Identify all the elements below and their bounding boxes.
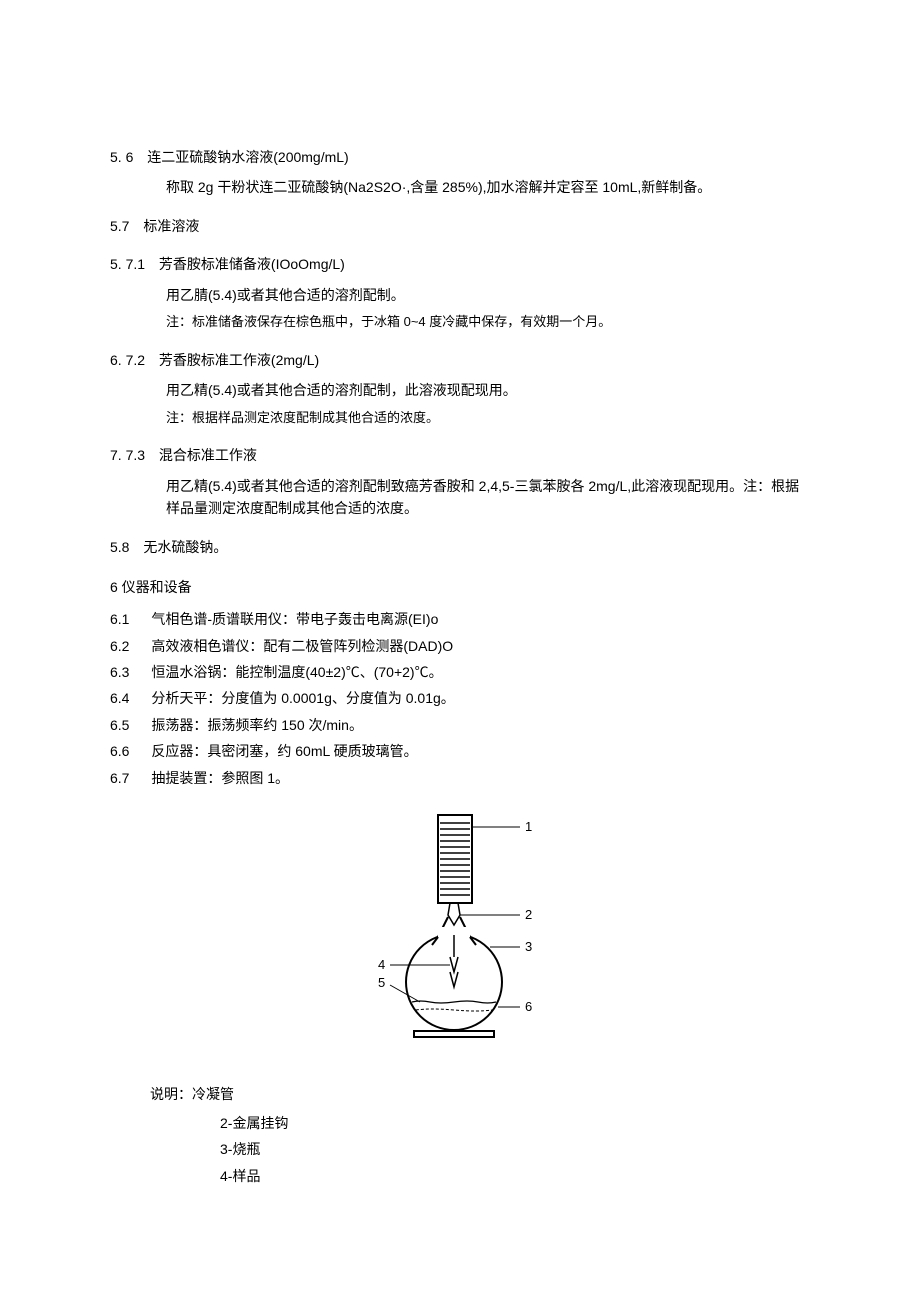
- section-5-7-2: 6. 7.2 芳香胺标准工作液(2mg/L): [110, 349, 810, 371]
- section-5-7: 5.7 标准溶液: [110, 215, 810, 237]
- equipment-item: 6.2 高效液相色谱仪：配有二极管阵列检测器(DAD)O: [110, 635, 810, 657]
- explanation-item: 3-烧瓶: [220, 1138, 810, 1160]
- note-text: 注：标准储备液保存在棕色瓶中，于冰箱 0~4 度冷藏中保存，有效期一个月。: [166, 312, 810, 333]
- equipment-number: 6.1: [110, 611, 129, 627]
- equipment-number: 6.5: [110, 717, 129, 733]
- equipment-item: 6.5 振荡器：振荡频率约 150 次/min。: [110, 714, 810, 736]
- section-number: 6. 7.2: [110, 352, 145, 368]
- equipment-number: 6.2: [110, 638, 129, 654]
- section-title: 芳香胺标准储备液(IOoOmg/L): [159, 256, 345, 272]
- section-title: 标准溶液: [143, 218, 199, 234]
- section-title: 混合标准工作液: [159, 447, 257, 463]
- equipment-item: 6.1 气相色谱-质谱联用仪：带电子轰击电离源(EI)o: [110, 608, 810, 630]
- equipment-item: 6.6 反应器：具密闭塞，约 60mL 硬质玻璃管。: [110, 740, 810, 762]
- section-title: 连二亚硫酸钠水溶液(200mg/mL): [147, 149, 348, 165]
- equipment-number: 6.6: [110, 743, 129, 759]
- diagram-label-1: 1: [525, 819, 532, 834]
- diagram-label-3: 3: [525, 939, 532, 954]
- section-number: 5.8: [110, 539, 129, 555]
- section-title: 无水硫酸钠。: [143, 539, 227, 555]
- equipment-text: 恒温水浴锅：能控制温度(40±2)℃、(70+2)℃。: [151, 664, 442, 680]
- diagram-label-4: 4: [378, 957, 385, 972]
- diagram-label-2: 2: [525, 907, 532, 922]
- equipment-text: 振荡器：振荡频率约 150 次/min。: [151, 717, 363, 733]
- equipment-number: 6.4: [110, 690, 129, 706]
- section-number: 5. 7.1: [110, 256, 145, 272]
- section-5-8: 5.8 无水硫酸钠。: [110, 536, 810, 558]
- equipment-text: 气相色谱-质谱联用仪：带电子轰击电离源(EI)o: [151, 611, 438, 627]
- section-title: 芳香胺标准工作液(2mg/L): [159, 352, 319, 368]
- explanation-heading: 说明：冷凝管: [150, 1083, 810, 1105]
- equipment-item: 6.3 恒温水浴锅：能控制温度(40±2)℃、(70+2)℃。: [110, 661, 810, 683]
- paragraph: 用乙精(5.4)或者其他合适的溶剂配制致癌芳香胺和 2,4,5-三氯苯胺各 2m…: [166, 475, 810, 520]
- diagram-label-6: 6: [525, 999, 532, 1014]
- equipment-text: 抽提装置：参照图 1。: [151, 770, 289, 786]
- explanation-item: 4-样品: [220, 1165, 810, 1187]
- equipment-item: 6.7 抽提装置：参照图 1。: [110, 767, 810, 789]
- paragraph: 用乙精(5.4)或者其他合适的溶剂配制，此溶液现配现用。: [166, 379, 810, 401]
- section-number: 5.7: [110, 218, 129, 234]
- paragraph: 称取 2g 干粉状连二亚硫酸钠(Na2S2O·,含量 285%),加水溶解并定容…: [166, 176, 810, 198]
- equipment-number: 6.7: [110, 770, 129, 786]
- apparatus-svg: 1 2 3 4 5 6: [360, 807, 560, 1067]
- document-page: 5. 6 连二亚硫酸钠水溶液(200mg/mL) 称取 2g 干粉状连二亚硫酸钠…: [0, 0, 920, 1301]
- section-5-7-1: 5. 7.1 芳香胺标准储备液(IOoOmg/L): [110, 253, 810, 275]
- equipment-text: 分析天平：分度值为 0.0001g、分度值为 0.01g。: [151, 690, 454, 706]
- note-text: 注：根据样品测定浓度配制成其他合适的浓度。: [166, 408, 810, 429]
- equipment-text: 高效液相色谱仪：配有二极管阵列检测器(DAD)O: [151, 638, 453, 654]
- diagram-label-5: 5: [378, 975, 385, 990]
- section-5-7-3: 7. 7.3 混合标准工作液: [110, 444, 810, 466]
- paragraph: 用乙腈(5.4)或者其他合适的溶剂配制。: [166, 284, 810, 306]
- equipment-item: 6.4 分析天平：分度值为 0.0001g、分度值为 0.01g。: [110, 687, 810, 709]
- section-6-heading: 6 仪器和设备: [110, 576, 810, 598]
- section-number: 5. 6: [110, 149, 133, 165]
- section-number: 7. 7.3: [110, 447, 145, 463]
- equipment-text: 反应器：具密闭塞，约 60mL 硬质玻璃管。: [151, 743, 417, 759]
- explanation-item: 2-金属挂钩: [220, 1112, 810, 1134]
- apparatus-diagram: 1 2 3 4 5 6: [110, 807, 810, 1073]
- section-5-6: 5. 6 连二亚硫酸钠水溶液(200mg/mL): [110, 146, 810, 168]
- equipment-number: 6.3: [110, 664, 129, 680]
